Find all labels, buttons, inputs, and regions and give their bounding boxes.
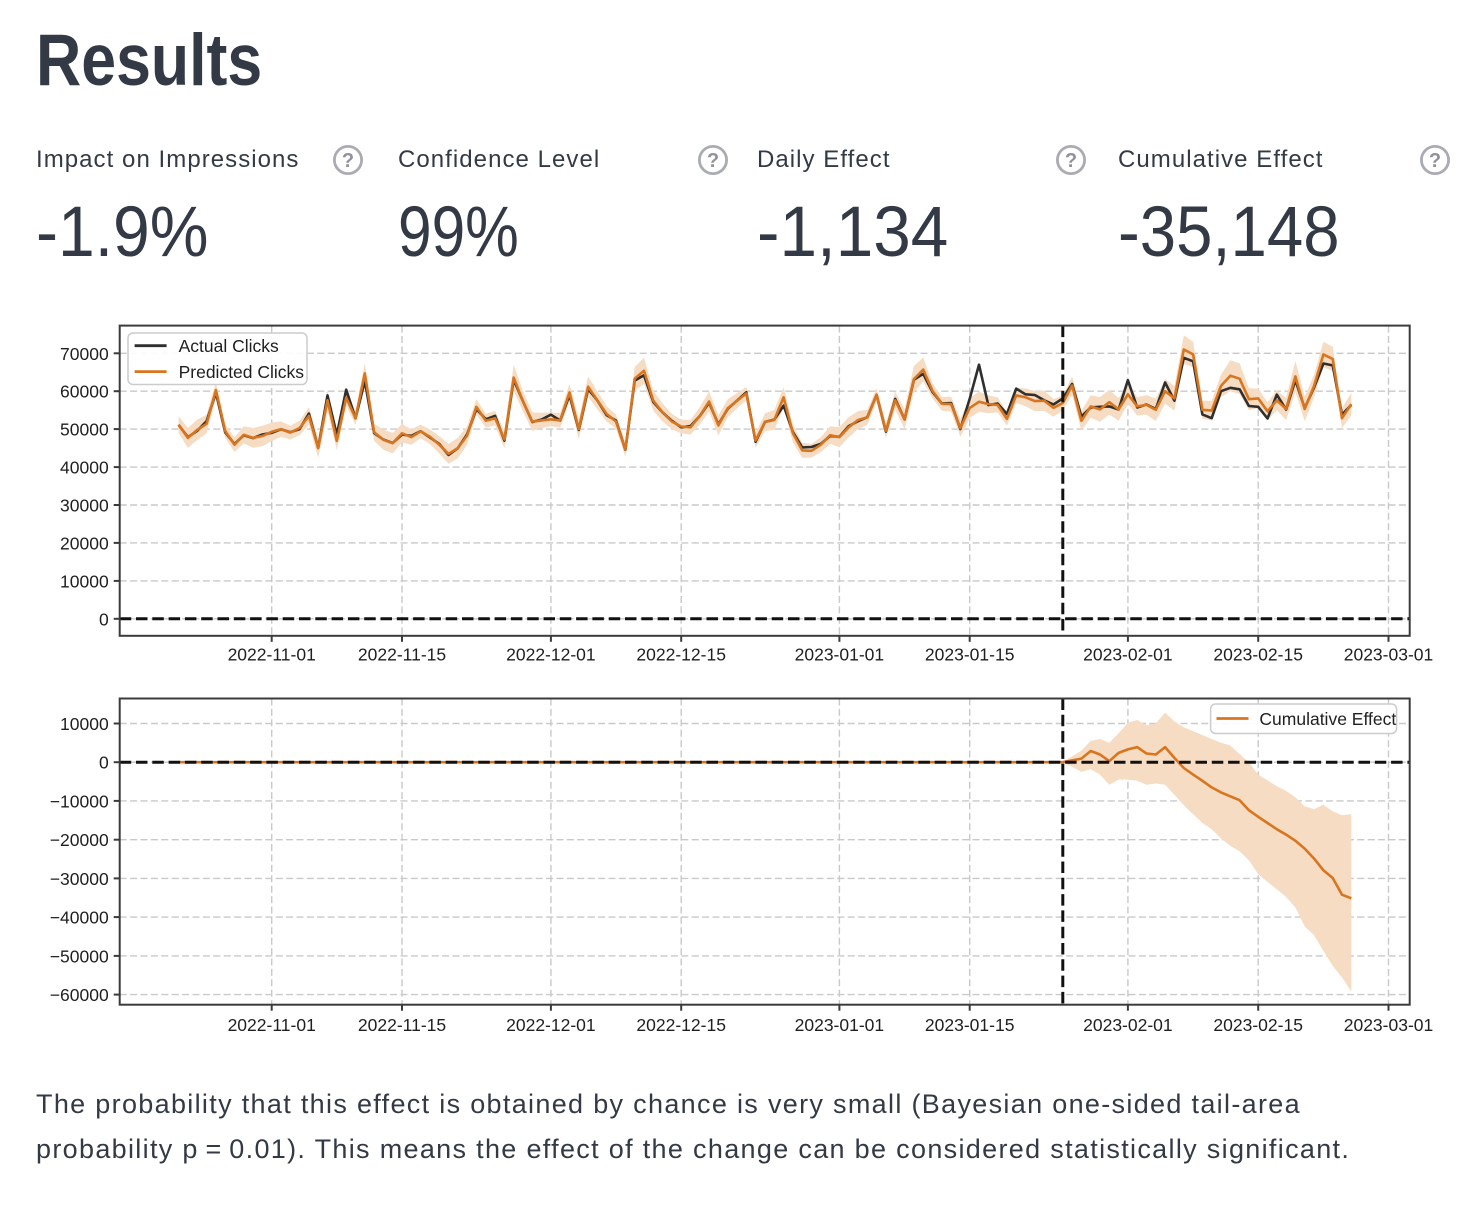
svg-text:30000: 30000: [60, 496, 109, 516]
svg-text:?: ?: [1065, 150, 1077, 172]
svg-text:2023-01-01: 2023-01-01: [795, 1015, 885, 1035]
svg-text:−40000: −40000: [50, 908, 109, 928]
svg-text:0: 0: [99, 609, 109, 629]
svg-text:2022-11-15: 2022-11-15: [358, 645, 446, 665]
svg-text:2023-01-15: 2023-01-15: [925, 1015, 1015, 1035]
svg-text:−20000: −20000: [50, 830, 109, 850]
svg-text:20000: 20000: [60, 533, 109, 553]
svg-text:−50000: −50000: [50, 946, 109, 966]
svg-text:2023-02-15: 2023-02-15: [1213, 645, 1303, 665]
svg-text:?: ?: [707, 150, 719, 172]
svg-text:2022-12-01: 2022-12-01: [506, 1015, 596, 1035]
svg-text:2022-11-01: 2022-11-01: [228, 645, 316, 665]
svg-text:2022-11-01: 2022-11-01: [228, 1015, 316, 1035]
svg-text:Predicted Clicks: Predicted Clicks: [179, 362, 305, 382]
svg-text:?: ?: [1429, 150, 1441, 172]
svg-text:50000: 50000: [60, 420, 109, 440]
svg-text:−10000: −10000: [50, 791, 109, 811]
svg-text:70000: 70000: [60, 344, 109, 364]
svg-text:2022-12-15: 2022-12-15: [636, 645, 726, 665]
svg-text:10000: 10000: [60, 714, 109, 734]
svg-text:40000: 40000: [60, 458, 109, 478]
svg-text:Actual Clicks: Actual Clicks: [179, 336, 279, 356]
svg-text:2023-03-01: 2023-03-01: [1344, 1015, 1434, 1035]
svg-text:10000: 10000: [60, 571, 109, 591]
svg-text:2022-11-15: 2022-11-15: [358, 1015, 446, 1035]
svg-text:0: 0: [99, 753, 109, 773]
svg-text:2022-12-01: 2022-12-01: [506, 645, 596, 665]
svg-text:?: ?: [342, 150, 354, 172]
svg-text:Cumulative Effect: Cumulative Effect: [1259, 709, 1396, 729]
svg-text:2023-02-01: 2023-02-01: [1083, 1015, 1173, 1035]
svg-text:2022-12-15: 2022-12-15: [636, 1015, 726, 1035]
svg-text:−30000: −30000: [50, 869, 109, 889]
svg-text:2023-03-01: 2023-03-01: [1344, 645, 1434, 665]
svg-text:2023-01-15: 2023-01-15: [925, 645, 1015, 665]
svg-text:2023-02-15: 2023-02-15: [1213, 1015, 1303, 1035]
svg-text:2023-02-01: 2023-02-01: [1083, 645, 1173, 665]
svg-text:60000: 60000: [60, 382, 109, 402]
svg-text:2023-01-01: 2023-01-01: [795, 645, 885, 665]
svg-text:−60000: −60000: [50, 985, 109, 1005]
